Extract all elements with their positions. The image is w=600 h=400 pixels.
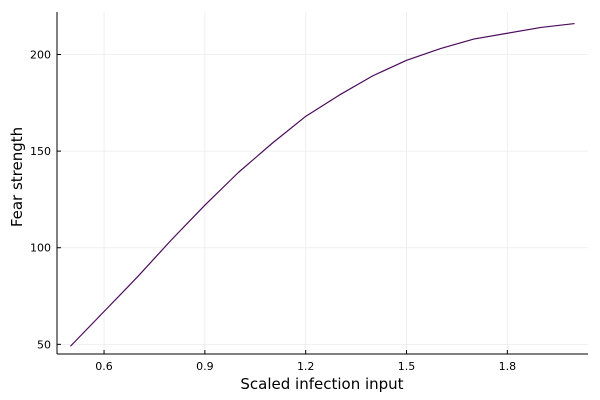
y-tick-label: 50 <box>37 338 51 351</box>
tick-labels: 0.6 0.9 1.2 1.5 1.8 50 100 150 200 <box>30 49 516 373</box>
grid-lines <box>57 12 588 354</box>
y-tick-label: 200 <box>30 49 51 62</box>
x-tick-label: 0.6 <box>95 360 113 373</box>
y-tick-label: 150 <box>30 145 51 158</box>
series-lines <box>70 22 575 347</box>
x-axis-label: Scaled infection input <box>240 375 403 393</box>
y-tick-label: 100 <box>30 242 51 255</box>
x-tick-label: 0.9 <box>196 360 214 373</box>
x-tick-label: 1.8 <box>499 360 517 373</box>
y-axis-label: Fear strength <box>8 127 26 227</box>
x-tick-label: 1.2 <box>297 360 315 373</box>
series-line <box>70 22 575 347</box>
axes <box>56 12 588 355</box>
x-tick-label: 1.5 <box>398 360 416 373</box>
